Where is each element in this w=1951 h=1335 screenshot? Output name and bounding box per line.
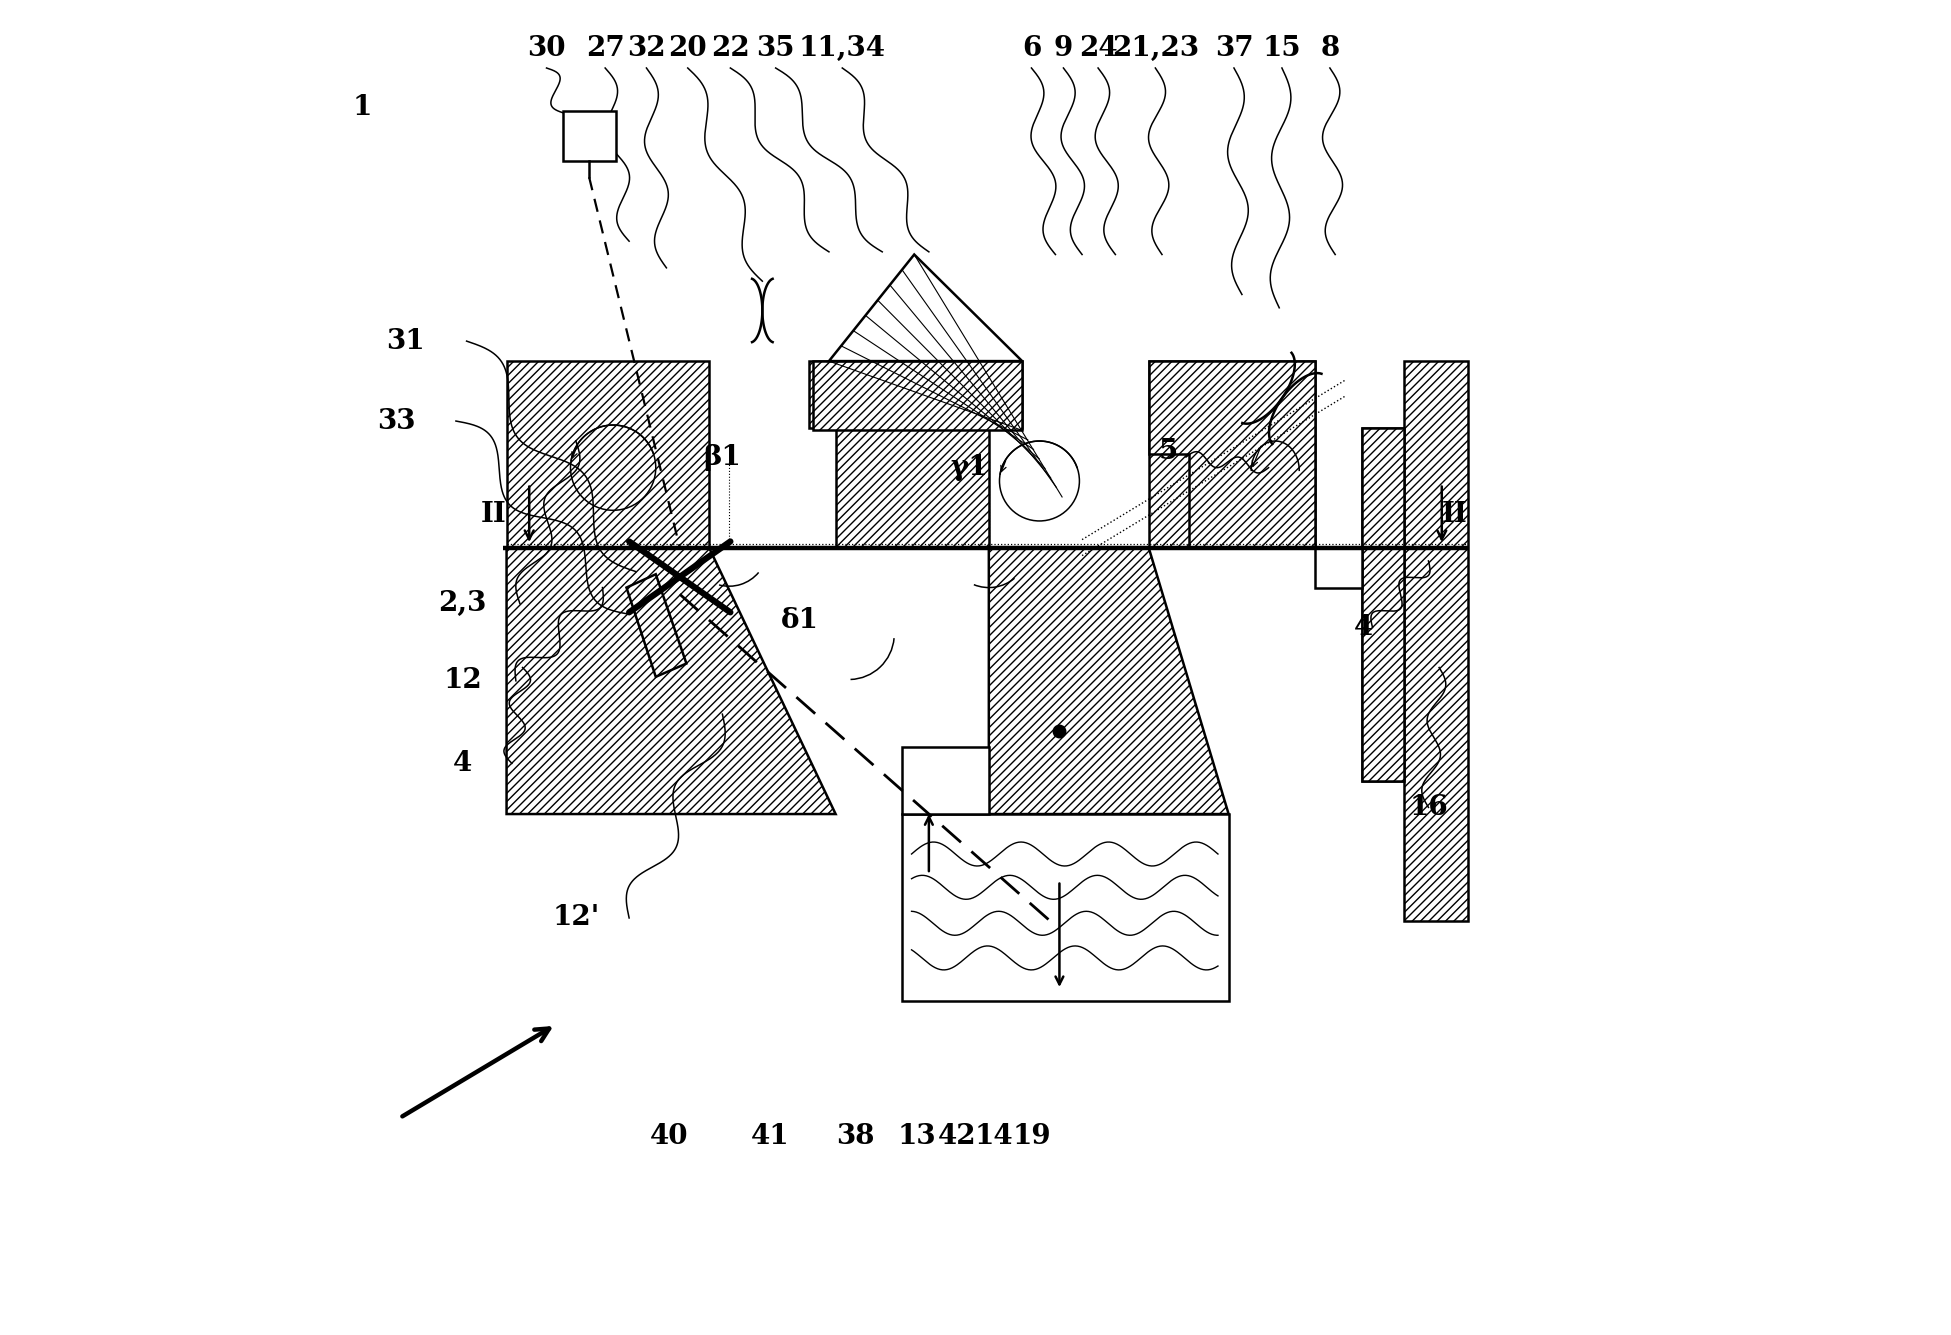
Text: δ1: δ1 xyxy=(780,607,819,634)
Text: 27: 27 xyxy=(585,35,624,61)
Polygon shape xyxy=(1362,427,1405,781)
Text: 15: 15 xyxy=(1262,35,1301,61)
Polygon shape xyxy=(507,360,708,547)
Text: 4: 4 xyxy=(1354,614,1383,641)
Polygon shape xyxy=(901,814,1229,1000)
Text: 40: 40 xyxy=(650,1123,689,1149)
Bar xyxy=(562,111,617,162)
Text: 21,23: 21,23 xyxy=(1112,35,1200,61)
Text: 5: 5 xyxy=(1159,438,1178,465)
Text: 13: 13 xyxy=(897,1123,936,1149)
Text: 14: 14 xyxy=(976,1123,1013,1149)
Text: 38: 38 xyxy=(837,1123,874,1149)
Text: 41: 41 xyxy=(751,1123,790,1149)
Text: 4: 4 xyxy=(453,750,472,777)
Polygon shape xyxy=(810,360,1022,547)
Text: 37: 37 xyxy=(1215,35,1253,61)
Text: 11,34: 11,34 xyxy=(798,35,886,61)
Polygon shape xyxy=(1315,547,1362,587)
Polygon shape xyxy=(1149,360,1315,547)
Text: 6: 6 xyxy=(1022,35,1042,61)
Text: II: II xyxy=(480,501,505,527)
Polygon shape xyxy=(626,574,687,677)
Text: 22: 22 xyxy=(710,35,749,61)
Text: β1: β1 xyxy=(704,443,741,470)
Text: 9: 9 xyxy=(1054,35,1073,61)
Polygon shape xyxy=(814,360,1022,430)
Text: 19: 19 xyxy=(1013,1123,1052,1149)
Polygon shape xyxy=(1362,427,1405,781)
Text: 42: 42 xyxy=(938,1123,976,1149)
Text: 12': 12' xyxy=(552,904,599,932)
Text: 33: 33 xyxy=(377,407,416,434)
Text: 2,3: 2,3 xyxy=(439,590,488,617)
Polygon shape xyxy=(989,547,1229,814)
Text: 32: 32 xyxy=(626,35,665,61)
Polygon shape xyxy=(1149,360,1315,547)
Text: 30: 30 xyxy=(527,35,566,61)
Text: 24: 24 xyxy=(1079,35,1118,61)
Text: 20: 20 xyxy=(669,35,706,61)
Polygon shape xyxy=(901,748,989,814)
Text: 16: 16 xyxy=(1409,794,1448,821)
Text: 8: 8 xyxy=(1321,35,1340,61)
Polygon shape xyxy=(829,255,1022,360)
Polygon shape xyxy=(1405,360,1469,921)
Text: 12: 12 xyxy=(443,668,482,694)
Text: 31: 31 xyxy=(386,327,425,355)
Text: γ1: γ1 xyxy=(950,454,987,481)
Polygon shape xyxy=(507,547,835,814)
Text: II: II xyxy=(1442,501,1467,527)
Text: 1: 1 xyxy=(353,95,373,121)
Text: 35: 35 xyxy=(757,35,794,61)
